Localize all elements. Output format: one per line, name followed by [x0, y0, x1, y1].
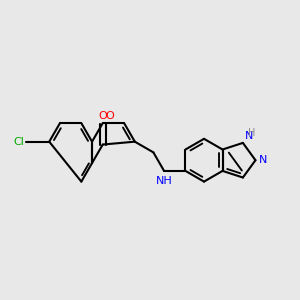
Text: Cl: Cl	[13, 137, 24, 147]
Text: N: N	[244, 130, 253, 140]
Text: N: N	[259, 155, 267, 165]
Text: O: O	[105, 111, 114, 121]
Text: H: H	[248, 128, 256, 138]
Text: O: O	[98, 111, 107, 121]
Text: NH: NH	[156, 176, 172, 186]
